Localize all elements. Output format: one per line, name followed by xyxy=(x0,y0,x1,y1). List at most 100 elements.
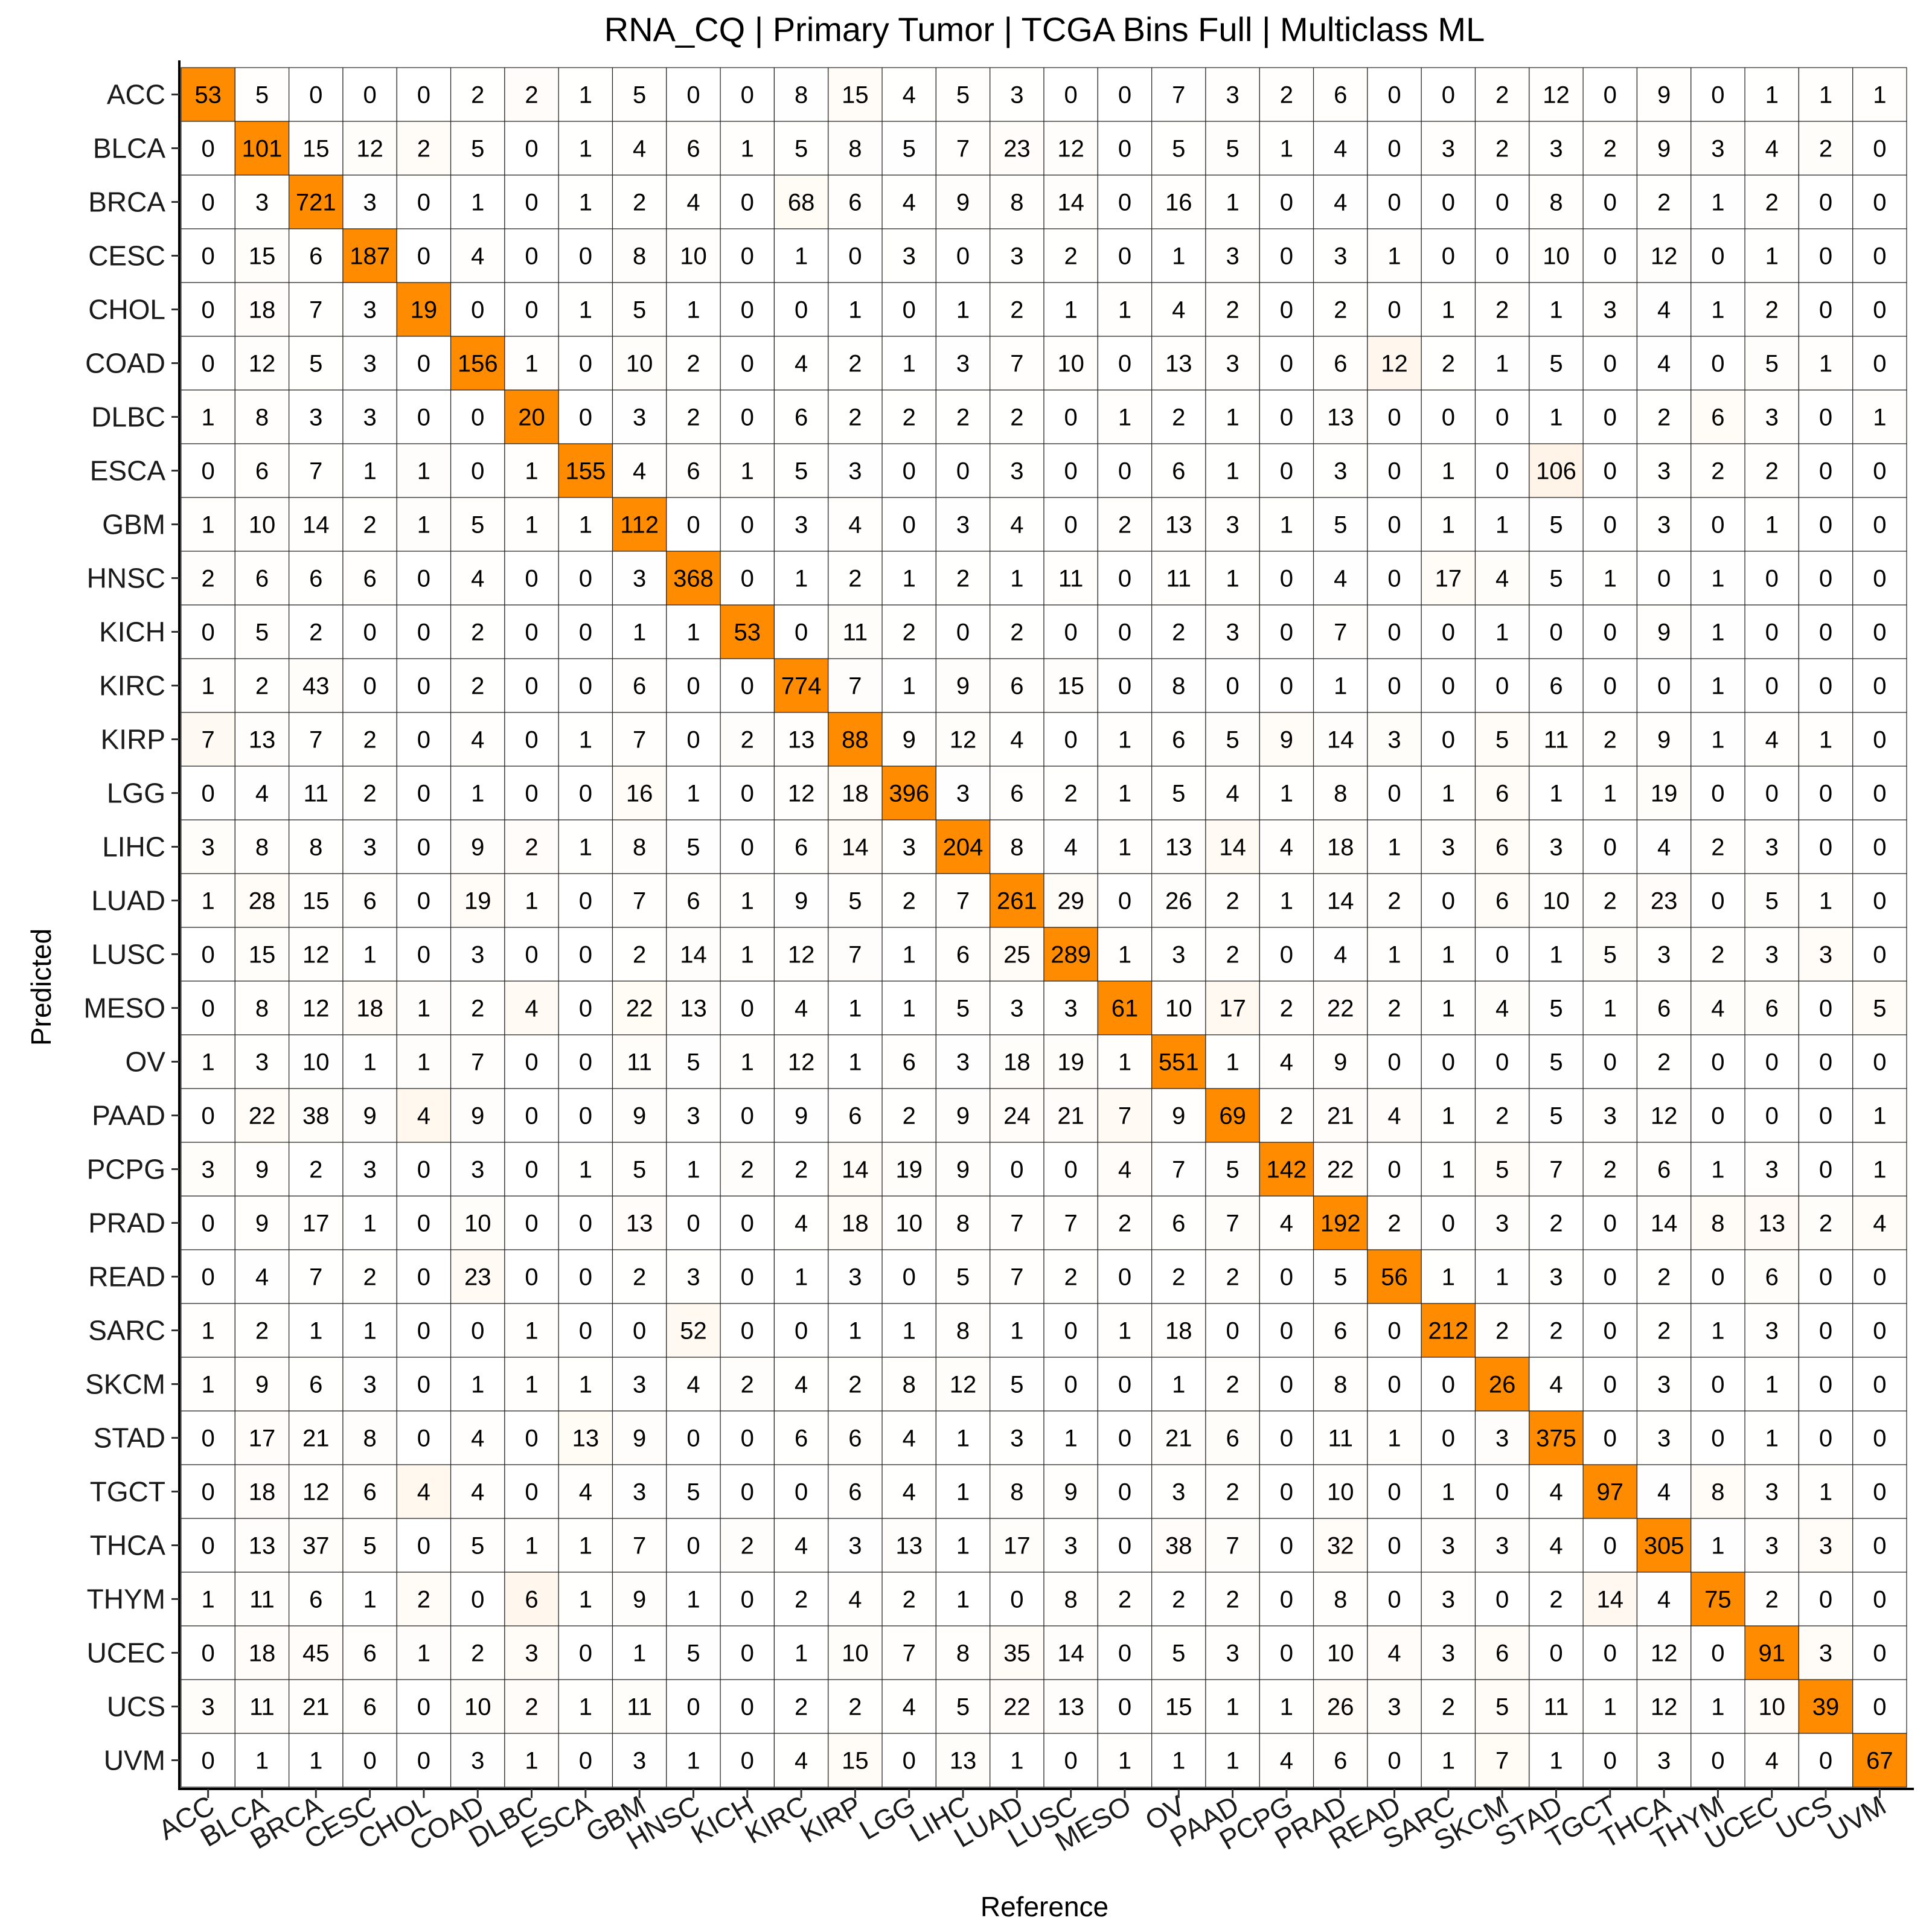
heatmap-cell xyxy=(1259,927,1314,982)
heatmap-cell xyxy=(396,443,452,498)
cell-value-label: 0 xyxy=(1819,297,1832,324)
cell-value-label: 88 xyxy=(842,727,869,753)
cell-value-label: 0 xyxy=(579,1748,592,1774)
heatmap-cell xyxy=(1852,1733,1907,1788)
cell-value-label: 0 xyxy=(417,942,430,968)
cell-value-label: 6 xyxy=(848,1103,862,1130)
heatmap-cell xyxy=(289,873,344,928)
cell-value-label: 0 xyxy=(1064,1748,1078,1774)
heatmap-cell xyxy=(1421,1464,1476,1519)
cell-value-label: 2 xyxy=(848,405,862,431)
cell-value-label: 8 xyxy=(633,243,646,270)
cell-value-label: 2 xyxy=(795,1157,808,1183)
cell-value-label: 1 xyxy=(903,351,916,377)
cell-value-label: 56 xyxy=(1381,1264,1408,1291)
heatmap-cell xyxy=(1367,1625,1422,1680)
heatmap-cell xyxy=(1259,712,1314,767)
cell-value-label: 6 xyxy=(1495,834,1509,861)
cell-value-label: 10 xyxy=(680,243,707,270)
heatmap-cell xyxy=(234,1303,290,1358)
heatmap-cell xyxy=(1690,658,1745,713)
y-axis-title: Predicted xyxy=(25,929,57,1046)
heatmap-cell xyxy=(1474,1572,1530,1627)
cell-value-label: 0 xyxy=(1387,781,1401,807)
heatmap-cell xyxy=(881,1572,936,1627)
heatmap-cell xyxy=(1259,551,1314,606)
cell-value-label: 4 xyxy=(848,512,862,539)
heatmap-cell xyxy=(1690,1303,1745,1358)
heatmap-cell xyxy=(234,1088,290,1143)
cell-value-label: 2 xyxy=(1226,1264,1239,1291)
y-tick-label: UCS xyxy=(107,1691,165,1722)
cell-value-label: 1 xyxy=(1549,405,1563,431)
cell-value-label: 1 xyxy=(202,1049,215,1076)
heatmap-cell xyxy=(1097,927,1153,982)
cell-value-label: 2 xyxy=(1387,1211,1401,1237)
heatmap-cell xyxy=(612,1303,667,1358)
cell-value-label: 8 xyxy=(1010,190,1023,216)
heatmap-cell xyxy=(289,1249,344,1304)
heatmap-cell xyxy=(342,443,397,498)
cell-value-label: 7 xyxy=(309,1264,322,1291)
heatmap-cell xyxy=(881,228,936,283)
cell-value-label: 10 xyxy=(1057,351,1084,377)
heatmap-cell xyxy=(289,1357,344,1412)
heatmap-cell xyxy=(1421,174,1476,229)
cell-value-label: 17 xyxy=(1219,996,1246,1022)
y-tick-label: COAD xyxy=(85,348,165,379)
heatmap-cell xyxy=(612,819,667,874)
cell-value-label: 2 xyxy=(1657,190,1671,216)
heatmap-cell xyxy=(1313,1625,1368,1680)
cell-value-label: 0 xyxy=(741,351,754,377)
heatmap-cell xyxy=(450,551,505,606)
cell-value-label: 8 xyxy=(956,1318,970,1345)
heatmap-cell xyxy=(935,336,991,391)
heatmap-cell xyxy=(1582,873,1638,928)
cell-value-label: 0 xyxy=(903,1264,916,1291)
y-tick-label: ACC xyxy=(107,79,165,110)
heatmap-cell xyxy=(1852,1088,1907,1143)
cell-value-label: 6 xyxy=(795,405,808,431)
cell-value-label: 1 xyxy=(1064,297,1078,324)
cell-value-label: 2 xyxy=(741,1533,754,1559)
cell-value-label: 1 xyxy=(525,1748,538,1774)
heatmap-cell xyxy=(1474,389,1530,444)
heatmap-cell xyxy=(1043,766,1098,820)
heatmap-cell xyxy=(181,228,235,283)
cell-value-label: 5 xyxy=(1873,996,1886,1022)
heatmap-cell xyxy=(1636,1572,1692,1627)
heatmap-cell xyxy=(1744,174,1799,229)
heatmap-cell xyxy=(1097,1518,1153,1573)
cell-value-label: 13 xyxy=(626,1211,653,1237)
heatmap-cell xyxy=(234,766,290,820)
cell-value-label: 1 xyxy=(579,1372,592,1398)
cell-value-label: 0 xyxy=(1873,566,1886,592)
heatmap-cell xyxy=(1205,1464,1260,1519)
cell-value-label: 2 xyxy=(1280,1103,1293,1130)
y-tick-label: LGG xyxy=(107,778,165,809)
cell-value-label: 17 xyxy=(249,1425,276,1452)
y-tick-label: SKCM xyxy=(85,1369,165,1400)
cell-value-label: 4 xyxy=(1765,1748,1779,1774)
cell-value-label: 7 xyxy=(309,297,322,324)
cell-value-label: 1 xyxy=(579,1157,592,1183)
cell-value-label: 18 xyxy=(249,297,276,324)
cell-value-label: 0 xyxy=(1442,1425,1455,1452)
cell-value-label: 13 xyxy=(680,996,707,1022)
cell-value-label: 212 xyxy=(1428,1318,1468,1345)
cell-value-label: 9 xyxy=(956,673,970,700)
cell-value-label: 551 xyxy=(1159,1049,1199,1076)
heatmap-cell xyxy=(396,712,452,767)
cell-value-label: 6 xyxy=(363,1479,376,1506)
cell-value-label: 0 xyxy=(686,1425,700,1452)
cell-value-label: 6 xyxy=(363,1694,376,1721)
heatmap-cell xyxy=(1744,228,1799,283)
cell-value-label: 1 xyxy=(1765,243,1779,270)
cell-value-label: 0 xyxy=(363,673,376,700)
heatmap-cell xyxy=(720,1088,775,1143)
heatmap-cell xyxy=(1367,658,1422,713)
heatmap-cell xyxy=(1097,873,1153,928)
heatmap-cell xyxy=(990,443,1044,498)
heatmap-cell xyxy=(181,1249,235,1304)
heatmap-cell xyxy=(1852,766,1907,820)
